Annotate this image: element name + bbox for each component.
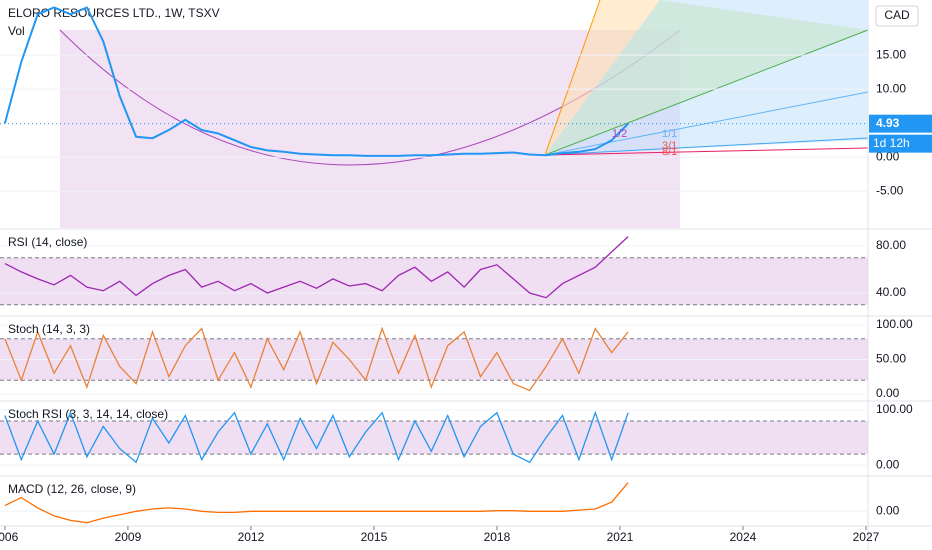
currency[interactable]: CAD: [884, 8, 910, 22]
fan-label: 1/1: [662, 128, 677, 140]
series-line: [4, 236, 629, 299]
pane: [0, 409, 868, 466]
y-tick-label: -5.00: [876, 183, 904, 197]
x-tick-label: 2009: [115, 530, 142, 544]
y-tick-label: 0.00: [876, 149, 900, 163]
last-price-box: [869, 114, 932, 133]
pane-title: Stoch (14, 3, 3): [8, 322, 90, 336]
drawings: [59, 0, 869, 228]
series-line: [3, 6, 629, 157]
y-tick-label: 10.00: [876, 81, 906, 95]
x-tick-label: 2018: [484, 530, 511, 544]
countdown: 1d 12h: [873, 136, 910, 150]
band-fill: [0, 421, 868, 455]
y-tick-label: 50.00: [876, 352, 906, 366]
fan-line: [544, 0, 601, 156]
y-tick-label: 0.00: [876, 457, 900, 471]
currency-button[interactable]: [875, 5, 919, 27]
y-tick-label: 40.00: [876, 285, 906, 299]
x-tick-label: 2015: [361, 530, 388, 544]
fan-label: 1/2: [612, 128, 627, 140]
pane: [0, 6, 868, 192]
y-tick-label: 15.00: [876, 47, 906, 61]
y-tick-label: 100.00: [876, 317, 913, 331]
countdown-box: [869, 134, 932, 153]
x-tick-label: 2012: [238, 530, 265, 544]
fan: [545, 0, 868, 155]
pane: [0, 482, 868, 524]
pane: [0, 324, 868, 395]
x-tick-label: 2021: [607, 530, 634, 544]
x-tick-label: 2027: [853, 530, 880, 544]
fan-line: [544, 137, 869, 156]
y-tick-label: 100.00: [876, 402, 913, 416]
pane-title: Stoch RSI (3, 3, 14, 14, close): [8, 407, 168, 421]
series-line: [4, 482, 629, 524]
fan-line: [544, 29, 869, 156]
series-line: [4, 410, 629, 464]
y-tick-label: 80.00: [876, 238, 906, 252]
fan-label: 3/1: [662, 140, 677, 152]
band-fill: [0, 257, 868, 305]
fan-label: 8/1: [662, 146, 677, 158]
x-tick-label: 2024: [730, 530, 757, 544]
y-tick-label: 0.00: [876, 503, 900, 517]
pane-title: RSI (14, close): [8, 235, 87, 249]
pane: [0, 236, 868, 306]
series-line: [4, 326, 629, 392]
pane-title: MACD (12, 26, close, 9): [8, 482, 136, 496]
volume-label: Vol: [8, 24, 25, 38]
last-price-label: 4.93: [876, 116, 900, 130]
y-tick-label: 0.00: [876, 386, 900, 400]
x-tick-label: 2006: [0, 530, 19, 544]
fan-line: [544, 147, 869, 156]
fan-line: [544, 91, 869, 156]
